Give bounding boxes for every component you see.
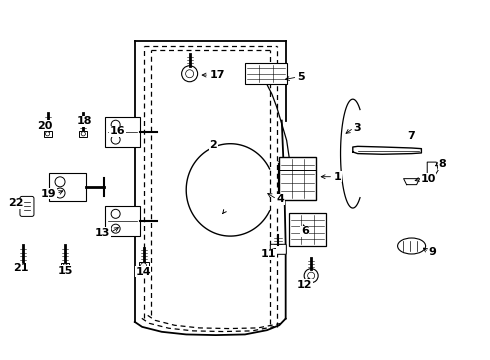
- Circle shape: [55, 188, 65, 198]
- Bar: [105, 117, 140, 147]
- Bar: [19, 263, 27, 269]
- Text: 18: 18: [76, 116, 92, 126]
- Circle shape: [46, 132, 49, 136]
- Text: 12: 12: [297, 280, 313, 290]
- Circle shape: [55, 177, 65, 187]
- Polygon shape: [404, 179, 419, 185]
- Text: 11: 11: [261, 249, 276, 259]
- Circle shape: [81, 132, 85, 136]
- Text: 21: 21: [13, 264, 28, 274]
- Circle shape: [111, 209, 120, 218]
- Circle shape: [304, 269, 318, 283]
- Bar: [139, 262, 148, 270]
- Text: 5: 5: [297, 72, 305, 82]
- Circle shape: [186, 70, 194, 78]
- Text: 3: 3: [354, 123, 362, 133]
- Circle shape: [111, 120, 120, 129]
- FancyBboxPatch shape: [270, 244, 286, 254]
- Bar: [79, 131, 87, 137]
- Text: 16: 16: [110, 126, 125, 136]
- Circle shape: [63, 264, 67, 268]
- Text: 13: 13: [95, 228, 110, 238]
- Bar: [289, 213, 326, 246]
- FancyBboxPatch shape: [20, 197, 34, 216]
- Text: 17: 17: [209, 70, 225, 80]
- Text: 15: 15: [57, 266, 73, 276]
- Bar: [44, 131, 51, 137]
- Text: 2: 2: [209, 140, 217, 150]
- Text: 19: 19: [41, 189, 56, 199]
- Bar: [279, 157, 316, 200]
- Circle shape: [141, 263, 147, 269]
- Text: 10: 10: [420, 174, 436, 184]
- Ellipse shape: [397, 238, 426, 254]
- Text: 8: 8: [439, 159, 446, 169]
- Bar: [105, 206, 140, 236]
- Circle shape: [21, 264, 25, 268]
- Polygon shape: [427, 162, 438, 178]
- Polygon shape: [353, 147, 421, 154]
- Circle shape: [111, 224, 120, 233]
- Circle shape: [182, 66, 197, 82]
- Circle shape: [111, 135, 120, 144]
- Bar: [49, 174, 86, 202]
- Text: 14: 14: [135, 267, 151, 277]
- Text: 20: 20: [37, 121, 53, 131]
- Text: 4: 4: [277, 194, 285, 204]
- Text: 7: 7: [408, 131, 416, 141]
- Text: 9: 9: [429, 247, 437, 257]
- Bar: [61, 263, 69, 269]
- Text: 1: 1: [333, 172, 341, 182]
- Text: 6: 6: [301, 226, 309, 236]
- Bar: [245, 63, 287, 84]
- Text: 22: 22: [8, 198, 24, 208]
- Circle shape: [308, 272, 315, 279]
